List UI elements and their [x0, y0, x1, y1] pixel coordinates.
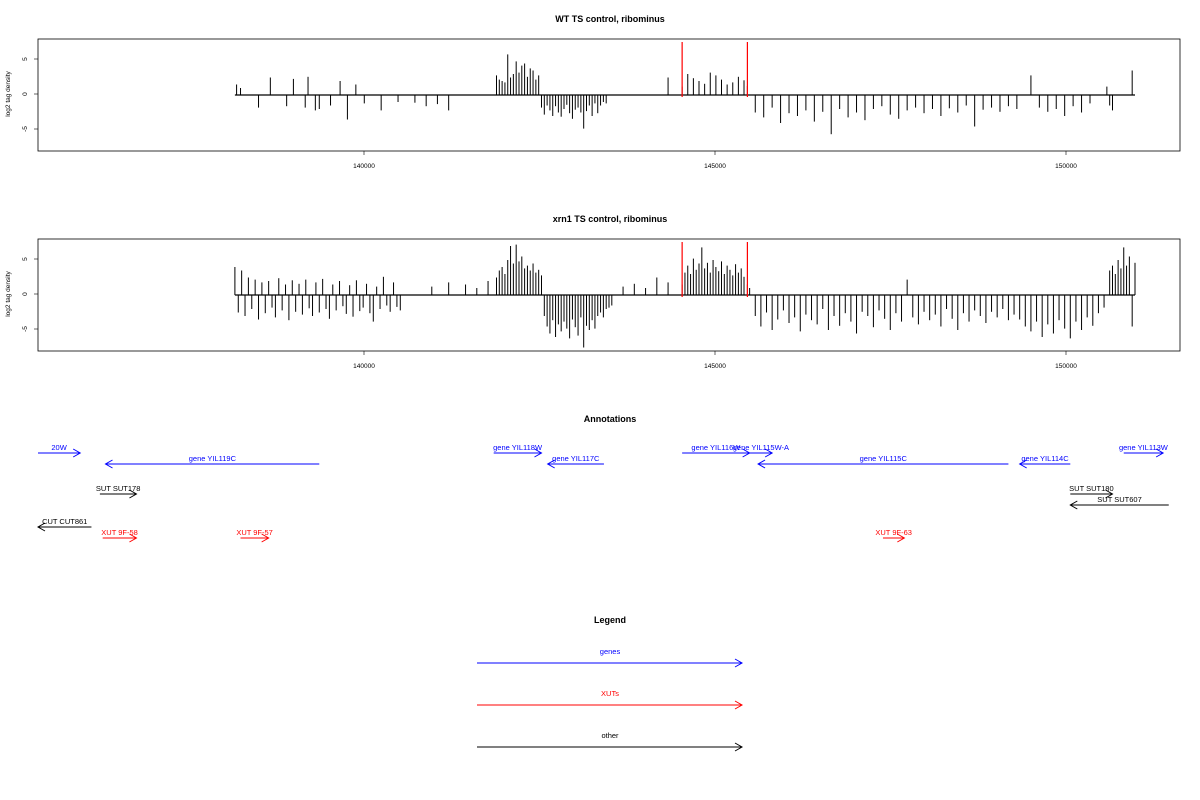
annotation-arrowhead — [897, 533, 906, 543]
annotations-title: Annotations — [584, 414, 637, 424]
wt-track-frame — [37, 38, 1181, 152]
annotation-other: CUT CUT861 — [36, 517, 92, 532]
annotation-arrowhead — [1069, 500, 1078, 510]
annotation-arrowhead — [36, 522, 46, 532]
wt-track-title: WT TS control, ribominus — [555, 14, 665, 24]
legend-item-other: other — [477, 731, 744, 752]
legend-label: other — [601, 731, 619, 740]
xrn1-track-panel: xrn1 TS control, ribominus log2 tag dens… — [5, 214, 1181, 370]
annotation-label: gene YIL113W — [1119, 443, 1169, 452]
annotation-xuts: XUT 9F-57 — [236, 528, 273, 543]
annotation-label: gene YIL115C — [860, 454, 908, 463]
annotation-xuts: XUT 9F-63 — [875, 528, 912, 543]
y-tick-label: 0 — [22, 292, 29, 296]
annotation-label: gene YIL119C — [189, 454, 237, 463]
annotation-arrowhead — [104, 459, 113, 469]
annotation-genes: gene YIL115C — [757, 454, 1009, 469]
annotation-genes: gene YIL115W-A — [733, 443, 789, 458]
annotation-genes: gene YIL119C — [104, 454, 320, 469]
annotation-other: SUT SUT178 — [96, 484, 140, 499]
legend-title: Legend — [594, 615, 626, 625]
xrn1-track-y-axis: 5 0 -5 — [22, 257, 38, 332]
xrn1-track-frame — [37, 238, 1181, 352]
annotation-arrowhead — [534, 448, 543, 458]
legend: Legend genes XUTs other — [477, 615, 744, 752]
annotation-label: gene YIL115W-A — [733, 443, 789, 452]
y-tick-label: 5 — [22, 257, 29, 261]
annotation-arrowhead — [261, 533, 270, 543]
y-tick-label: 0 — [22, 92, 29, 96]
wt-track-x-axis: 140000 145000 150000 — [353, 151, 1077, 170]
annotation-label: gene YIL114C — [1021, 454, 1069, 463]
x-tick-label: 150000 — [1055, 363, 1077, 370]
x-tick-label: 140000 — [353, 363, 375, 370]
annotation-label: 20W — [51, 443, 67, 452]
legend-label: genes — [600, 647, 621, 656]
annotation-arrowhead — [764, 448, 774, 458]
xrn1-track-title: xrn1 TS control, ribominus — [553, 214, 668, 224]
annotation-label: gene YIL117C — [552, 454, 600, 463]
annotation-xuts: XUT 9F-58 — [101, 528, 138, 543]
legend-swatch-arrowhead — [734, 700, 744, 710]
annotation-label: gene YIL116W — [691, 443, 741, 452]
annotation-genes: gene YIL114C — [1018, 454, 1071, 469]
wt-track-y-axis: 5 0 -5 — [22, 57, 38, 132]
annotation-genes: gene YIL117C — [546, 454, 604, 469]
annotation-genes: 20W — [38, 443, 82, 458]
xrn1-track-x-axis: 140000 145000 150000 — [353, 351, 1077, 370]
wt-track-panel: WT TS control, ribominus log2 tag densit… — [5, 14, 1181, 170]
annotation-genes: gene YIL113W — [1119, 443, 1169, 458]
wt-track-bars — [234, 42, 1135, 135]
legend-swatch-arrowhead — [734, 742, 744, 752]
wt-track-ylabel: log2 tag density — [5, 70, 12, 116]
x-tick-label: 145000 — [704, 163, 726, 170]
annotation-arrowhead — [1105, 489, 1114, 499]
xrn1-track-ylabel: log2 tag density — [5, 270, 12, 316]
annotation-label: gene YIL118W — [493, 443, 543, 452]
xrn1-track-bars — [234, 242, 1136, 348]
x-tick-label: 145000 — [704, 363, 726, 370]
annotation-arrowhead — [757, 459, 766, 469]
annotation-arrowhead — [1155, 448, 1165, 458]
legend-label: XUTs — [601, 689, 619, 698]
y-tick-label: -5 — [22, 126, 29, 132]
x-tick-label: 150000 — [1055, 163, 1077, 170]
annotation-label: SUT SUT180 — [1069, 484, 1113, 493]
annotation-arrowhead — [546, 459, 555, 469]
annotation-arrows: 20W gene YIL119C gene YIL118W gene YIL117C g… — [36, 443, 1169, 543]
legend-items: genes XUTs other — [477, 647, 744, 752]
x-tick-label: 140000 — [353, 163, 375, 170]
annotation-arrowhead — [129, 533, 138, 543]
annotation-label: SUT SUT178 — [96, 484, 140, 493]
annotation-arrowhead — [1018, 459, 1027, 469]
annotation-label: XUT 9F-58 — [101, 528, 138, 537]
annotation-label: XUT 9F-57 — [236, 528, 273, 537]
annotation-arrowhead — [129, 489, 138, 499]
y-tick-label: -5 — [22, 326, 29, 332]
annotation-arrowhead — [72, 448, 82, 458]
annotation-label: SUT SUT607 — [1097, 495, 1141, 504]
legend-swatch-arrowhead — [734, 658, 744, 668]
annotation-label: CUT CUT861 — [42, 517, 87, 526]
legend-item-genes: genes — [477, 647, 744, 668]
legend-item-xuts: XUTs — [477, 689, 744, 710]
annotations-panel: Annotations 20W gene YIL119C gene YIL118W g… — [36, 414, 1169, 543]
annotation-label: XUT 9F-63 — [875, 528, 912, 537]
annotation-genes: gene YIL118W — [493, 443, 543, 458]
annotation-other: SUT SUT607 — [1069, 495, 1169, 510]
annotation-other: SUT SUT180 — [1069, 484, 1114, 499]
y-tick-label: 5 — [22, 57, 29, 61]
